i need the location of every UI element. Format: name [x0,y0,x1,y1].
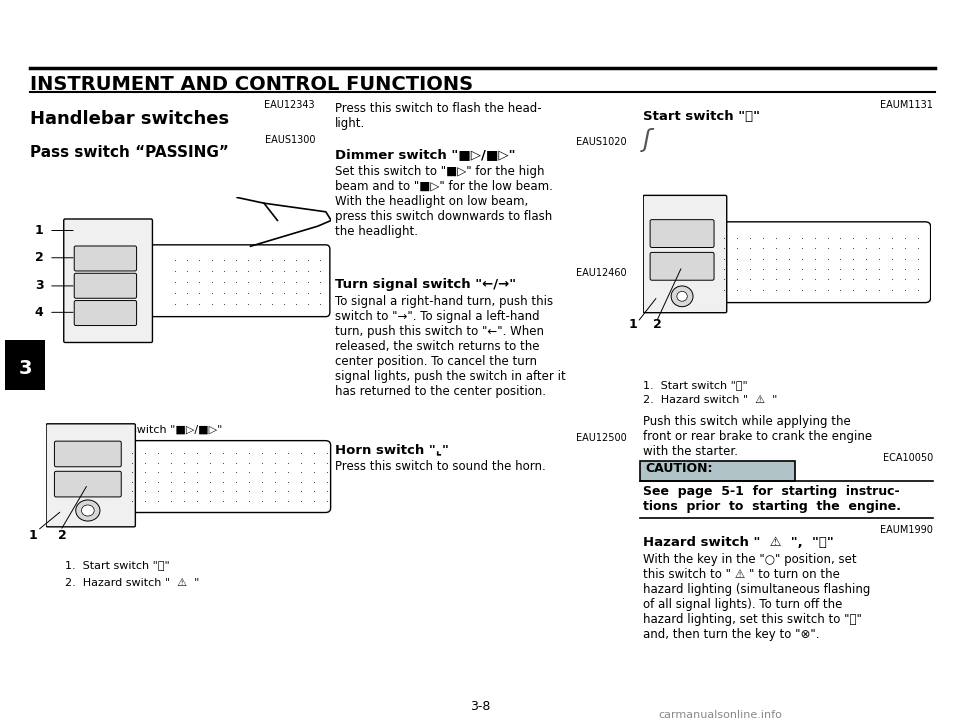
Text: EAU12460: EAU12460 [576,268,627,278]
FancyBboxPatch shape [643,195,727,313]
Text: 3: 3 [35,279,43,292]
Circle shape [76,500,100,521]
Text: EAUM1131: EAUM1131 [880,100,933,110]
FancyBboxPatch shape [55,441,121,467]
Bar [5,340,45,390]
Text: EAUS1020: EAUS1020 [576,137,627,147]
Text: 3.  Turn signal switch "←/→": 3. Turn signal switch "←/→" [65,461,219,471]
FancyBboxPatch shape [55,471,121,497]
Text: ECA10050: ECA10050 [883,453,933,463]
Text: 1: 1 [29,529,37,542]
Text: 4.  Horn switch "⌞": 4. Horn switch "⌞" [65,479,168,489]
FancyBboxPatch shape [105,441,330,513]
Text: ʃ: ʃ [643,128,652,152]
Text: 2: 2 [653,317,662,331]
Text: Turn signal switch "←/→": Turn signal switch "←/→" [335,278,516,291]
Text: ʃ: ʃ [50,475,59,499]
Text: Handlebar switches: Handlebar switches [30,110,229,128]
Circle shape [82,505,94,516]
Circle shape [671,286,693,307]
Text: Press this switch to sound the horn.: Press this switch to sound the horn. [335,460,545,473]
FancyBboxPatch shape [650,253,714,280]
FancyBboxPatch shape [46,424,135,527]
Text: Dimmer switch "■▷/■▷": Dimmer switch "■▷/■▷" [335,148,516,161]
Text: Pass switch “PASSING”: Pass switch “PASSING” [30,145,228,160]
Text: 2: 2 [58,529,66,542]
Bar [640,461,795,481]
Text: ): ) [55,472,63,492]
Text: 2.  Pass switch "PASS": 2. Pass switch "PASS" [65,443,188,453]
Text: 2: 2 [35,251,43,264]
Text: Hazard switch "  ⚠  ",  "⓪": Hazard switch " ⚠ ", "⓪" [643,536,833,549]
Text: EAU12500: EAU12500 [576,433,627,443]
FancyBboxPatch shape [74,246,136,271]
FancyBboxPatch shape [650,220,714,248]
Text: Press this switch to flash the head-
light.: Press this switch to flash the head- lig… [335,102,541,130]
Text: Push this switch while applying the
front or rear brake to crank the engine
with: Push this switch while applying the fron… [643,415,872,458]
FancyBboxPatch shape [63,219,153,342]
FancyBboxPatch shape [74,301,136,325]
FancyBboxPatch shape [133,245,330,317]
Text: EAUS1300: EAUS1300 [265,135,315,145]
Text: Horn switch "⌞": Horn switch "⌞" [335,443,449,456]
Text: 3: 3 [18,358,32,378]
Text: 2.  Hazard switch "  ⚠  ": 2. Hazard switch " ⚠ " [643,395,778,405]
Text: See  page  5-1  for  starting  instruc-
tions  prior  to  starting  the  engine.: See page 5-1 for starting instruc- tions… [643,485,901,513]
Text: To signal a right-hand turn, push this
switch to "→". To signal a left-hand
turn: To signal a right-hand turn, push this s… [335,295,565,398]
Text: Set this switch to "■▷" for the high
beam and to "■▷" for the low beam.
With the: Set this switch to "■▷" for the high bea… [335,165,553,238]
Text: carmanualsonline.info: carmanualsonline.info [658,710,782,718]
FancyBboxPatch shape [74,274,136,298]
Text: 1.  Dimmer switch "■▷/■▷": 1. Dimmer switch "■▷/■▷" [65,425,223,435]
Text: INSTRUMENT AND CONTROL FUNCTIONS: INSTRUMENT AND CONTROL FUNCTIONS [30,75,473,94]
Text: EAUM1990: EAUM1990 [880,525,933,535]
Text: 1.  Start switch "⓪": 1. Start switch "⓪" [643,380,748,390]
Text: 1: 1 [629,317,637,331]
Text: 3-8: 3-8 [469,700,491,713]
Text: With the key in the "○" position, set
this switch to " ⚠ " to turn on the
hazard: With the key in the "○" position, set th… [643,553,871,641]
Text: Start switch "⓪": Start switch "⓪" [643,110,760,123]
Circle shape [677,292,687,302]
Text: CAUTION:: CAUTION: [645,462,712,475]
FancyBboxPatch shape [696,222,930,302]
Text: EAU12343: EAU12343 [264,100,315,110]
Text: 2.  Hazard switch "  ⚠  ": 2. Hazard switch " ⚠ " [65,578,200,588]
Text: 4: 4 [35,306,43,319]
Text: 1.  Start switch "⓪": 1. Start switch "⓪" [65,560,170,570]
Text: 1: 1 [35,224,43,237]
